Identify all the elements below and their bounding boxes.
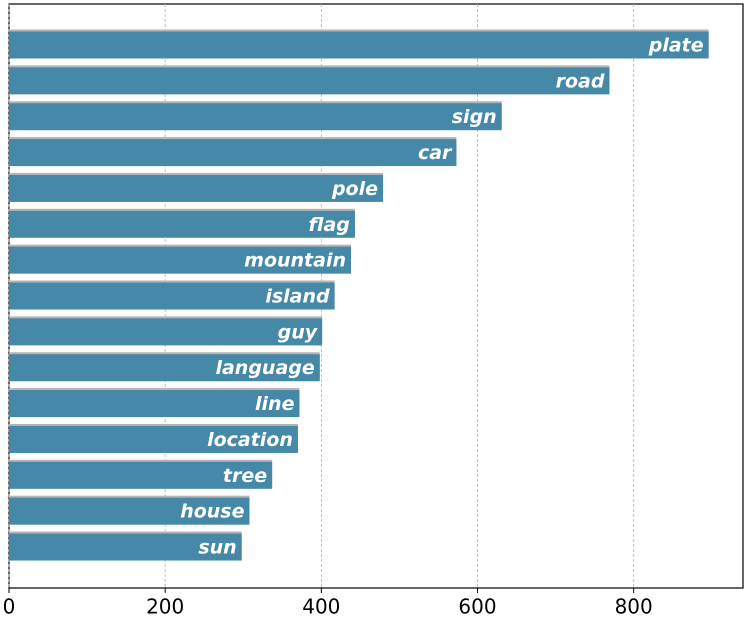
bar [9, 533, 242, 561]
bar-label: guy [278, 321, 319, 343]
bar-label: sign [452, 106, 497, 128]
bar-label: line [255, 393, 295, 415]
x-tick-label: 600 [458, 595, 496, 619]
x-tick-label: 400 [302, 595, 340, 619]
bar-label: car [418, 142, 453, 164]
x-tick-label: 200 [146, 595, 184, 619]
bar [9, 282, 335, 310]
bar [9, 67, 610, 95]
x-tick-label: 800 [615, 595, 653, 619]
bar-label: mountain [244, 250, 346, 272]
bar [9, 139, 457, 167]
bar [9, 497, 250, 525]
bar [9, 461, 273, 489]
bar-label: pole [331, 178, 378, 200]
bar-label: flag [309, 214, 350, 236]
bar [9, 425, 298, 453]
bar-label: language [215, 357, 314, 379]
bar-label: house [180, 501, 244, 523]
bar-label: location [207, 429, 293, 451]
bar-label: plate [648, 35, 704, 57]
bar [9, 31, 709, 59]
bar [9, 354, 320, 382]
bar [9, 390, 300, 418]
bar-label: road [556, 70, 605, 92]
bar [9, 174, 384, 202]
bar [9, 318, 323, 346]
x-tick-label: 0 [3, 595, 16, 619]
bar-label: tree [223, 465, 267, 487]
bar-label: island [265, 286, 330, 308]
bar [9, 103, 502, 131]
bar [9, 246, 352, 274]
bar-label: sun [198, 537, 236, 559]
bar [9, 210, 355, 238]
